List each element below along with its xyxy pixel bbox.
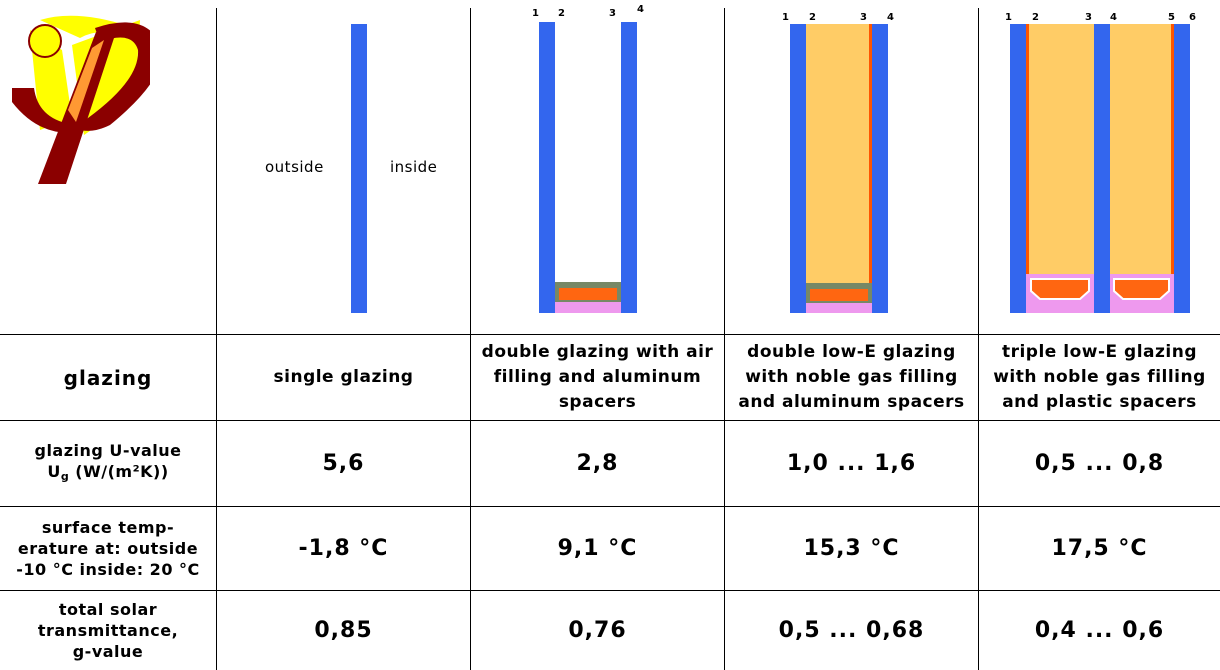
column-divider: [470, 8, 471, 670]
inside-label: inside: [390, 158, 438, 176]
u-value-cell: 2,8: [576, 451, 619, 476]
u-value-cell: 1,0 ... 1,6: [786, 451, 917, 476]
glass-pane: [1010, 24, 1026, 313]
pane-number: 3: [609, 8, 616, 19]
glass-pane: [1174, 24, 1190, 313]
edge-seal: [806, 303, 872, 313]
row-divider: [0, 420, 1220, 421]
pane-number: 1: [782, 12, 789, 23]
surface-temp-cell: 15,3 °C: [803, 536, 900, 561]
row-divider: [0, 506, 1220, 507]
pane-number: 3: [860, 12, 867, 23]
glass-pane: [539, 22, 555, 313]
column-divider: [724, 8, 725, 670]
u-value-cell: 0,5 ... 0,8: [1034, 451, 1165, 476]
g-value-cell: 0,85: [314, 618, 373, 643]
spacer-fill: [559, 288, 617, 300]
pane-number: 2: [809, 12, 816, 23]
spacer: [1113, 278, 1170, 300]
double-glazing-diagram: [539, 22, 637, 313]
header-double-low-e: double low-E glazing with noble gas fill…: [738, 342, 965, 412]
row-divider: [0, 334, 1220, 335]
pane-number: 4: [887, 12, 894, 23]
g-value-cell: 0,5 ... 0,68: [778, 618, 925, 643]
pane-number: 2: [1032, 12, 1039, 23]
double-low-e-diagram: [790, 24, 888, 313]
glass-pane: [872, 24, 888, 313]
row-label-surface-temp: surface temp- erature at: outside -10 °C…: [16, 518, 200, 579]
triple-low-e-diagram: [1010, 24, 1190, 313]
header-triple-low-e: triple low-E glazing with noble gas fill…: [993, 342, 1206, 412]
pane-number: 1: [1005, 12, 1012, 23]
g-value-cell: 0,4 ... 0,6: [1034, 618, 1165, 643]
surface-temp-cell: 9,1 °C: [557, 536, 638, 561]
surface-temp-cell: -1,8 °C: [298, 536, 389, 561]
glass-pane: [621, 22, 637, 313]
spacer: [1030, 278, 1090, 300]
gas-filling: [1110, 24, 1174, 276]
header-single-glazing: single glazing: [273, 367, 414, 387]
u-value-cell: 5,6: [322, 451, 365, 476]
edge-seal: [555, 302, 621, 313]
spacer-fill: [810, 289, 868, 301]
low-e-coating: [1171, 24, 1174, 276]
pane-number: 2: [558, 8, 565, 19]
header-double-glazing: double glazing with air filling and alum…: [481, 342, 714, 412]
gas-filling: [1026, 24, 1094, 276]
row-divider: [0, 590, 1220, 591]
logo-icon: [12, 15, 150, 184]
pane-number: 6: [1189, 12, 1196, 23]
gas-filling: [806, 24, 872, 292]
low-e-coating: [1026, 24, 1029, 276]
glass-pane: [790, 24, 806, 313]
row-label-u-value: glazing U-value Ug (W/(m²K)): [34, 441, 182, 483]
column-divider: [216, 8, 217, 670]
g-value-cell: 0,76: [568, 618, 627, 643]
pane-number: 4: [637, 4, 644, 15]
pane-number: 4: [1110, 12, 1117, 23]
row-label-g-value: total solar transmittance, g-value: [37, 600, 179, 661]
header-glazing: glazing: [63, 365, 153, 390]
surface-temp-cell: 17,5 °C: [1051, 536, 1148, 561]
pane-number: 1: [532, 8, 539, 19]
pane-number: 5: [1168, 12, 1175, 23]
outside-label: outside: [265, 158, 324, 176]
pane-number: 3: [1085, 12, 1092, 23]
glass-pane: [1094, 24, 1110, 313]
glass-pane: [351, 24, 367, 313]
single-glazing-diagram: [351, 24, 367, 313]
column-divider: [978, 8, 979, 670]
low-e-coating: [869, 24, 872, 292]
